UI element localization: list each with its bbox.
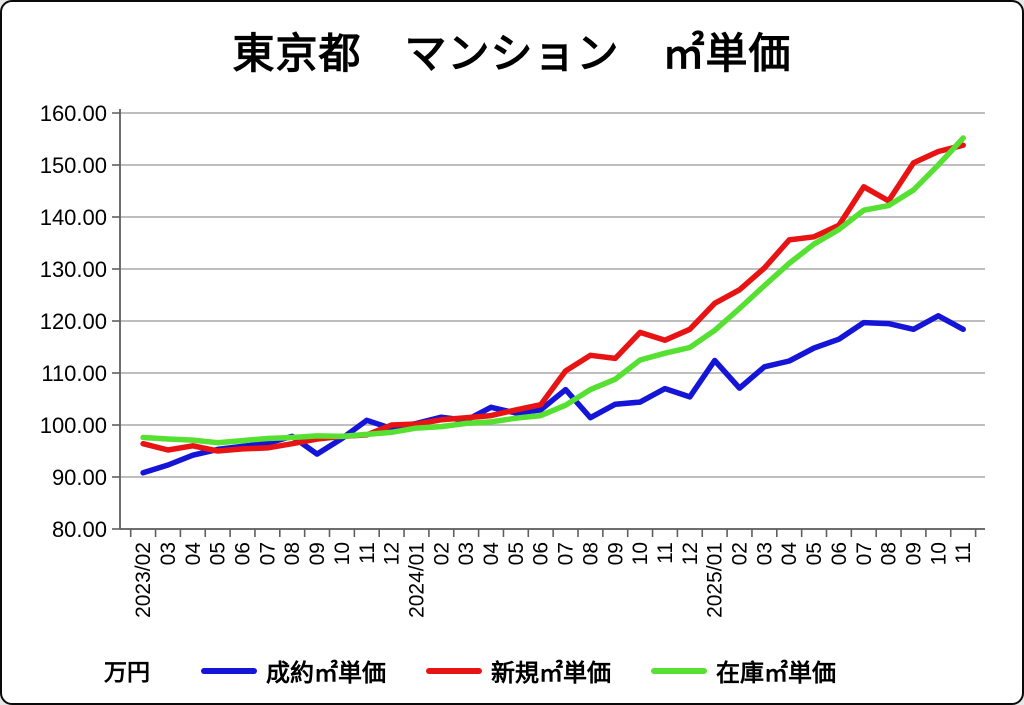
legend-line-swatch-blue bbox=[201, 667, 257, 674]
x-axis-tick-label: 06 bbox=[828, 542, 851, 565]
x-axis-tick-label: 2025/01 bbox=[704, 542, 727, 618]
series-line-stock-green bbox=[140, 135, 966, 446]
x-axis-tick-label: 05 bbox=[207, 542, 230, 565]
y-axis-tick-label: 80.00 bbox=[52, 517, 107, 542]
y-axis-unit-label: 万円 bbox=[104, 659, 150, 685]
y-axis-tick-label: 110.00 bbox=[41, 361, 107, 386]
legend: 万円 成約㎡単価 新規㎡単価 在庫㎡単価 bbox=[2, 647, 1022, 693]
x-axis-tick-label: 04 bbox=[480, 542, 503, 566]
x-axis-tick-label: 04 bbox=[778, 542, 801, 566]
legend-line-swatch-red bbox=[426, 667, 482, 674]
x-axis-tick-label: 07 bbox=[555, 542, 578, 565]
legend-item-contract-price: 成約㎡単価 bbox=[201, 653, 386, 688]
x-axis-tick-label: 03 bbox=[157, 542, 180, 565]
legend-label-contract-price: 成約㎡単価 bbox=[266, 660, 386, 687]
x-axis-tick-label: 08 bbox=[579, 542, 602, 565]
legend-item-new-listing-price: 新規㎡単価 bbox=[426, 653, 611, 688]
legend-label-new-listing-price: 新規㎡単価 bbox=[491, 660, 611, 687]
x-axis-tick-label: 04 bbox=[182, 542, 205, 566]
series-line-new-red bbox=[140, 142, 966, 454]
y-axis-tick-label: 150.00 bbox=[40, 153, 107, 178]
x-axis-tick-label: 03 bbox=[753, 542, 776, 565]
x-axis-tick-label: 11 bbox=[356, 542, 379, 564]
x-axis-tick-label: 10 bbox=[927, 542, 950, 565]
x-axis-tick-label: 10 bbox=[629, 542, 652, 565]
x-axis-tick-label: 08 bbox=[281, 542, 304, 565]
x-axis-tick-label: 02 bbox=[430, 542, 453, 565]
x-axis-tick-label: 2023/02 bbox=[132, 542, 155, 618]
x-axis-tick-label: 05 bbox=[803, 542, 826, 565]
chart-title: 東京都 マンション ㎡単価 bbox=[232, 30, 792, 77]
x-axis-tick-label: 06 bbox=[530, 542, 553, 565]
y-axis-tick-label: 130.00 bbox=[40, 257, 107, 282]
x-axis-tick-label: 11 bbox=[654, 542, 677, 564]
x-axis-tick-label: 09 bbox=[902, 542, 925, 565]
y-axis-tick-label: 100.00 bbox=[40, 413, 107, 438]
x-axis-tick-label: 07 bbox=[256, 542, 279, 565]
y-axis-tick-label: 120.00 bbox=[40, 309, 107, 334]
y-axis-tick-label: 90.00 bbox=[52, 465, 107, 490]
x-axis-tick-label: 06 bbox=[232, 542, 255, 565]
y-axis-tick-label: 140.00 bbox=[40, 205, 107, 230]
x-axis-tick-label: 10 bbox=[331, 542, 354, 565]
x-axis-tick-label: 07 bbox=[853, 542, 876, 565]
x-axis-tick-label: 08 bbox=[878, 542, 901, 565]
price-line-chart: 160.00 150.00 140.00 130.00 120.00 110.00 100.… bbox=[40, 101, 985, 618]
x-axis-tick-label: 09 bbox=[306, 542, 329, 565]
x-axis-tick-label: 11 bbox=[952, 542, 975, 564]
y-axis-tick-label: 160.00 bbox=[40, 101, 107, 126]
x-axis-tick-label: 02 bbox=[729, 542, 752, 565]
legend-line-swatch-green bbox=[651, 667, 707, 674]
x-axis-tick-label: 05 bbox=[505, 542, 528, 565]
legend-item-stock-price: 在庫㎡単価 bbox=[651, 653, 836, 688]
x-axis-tick-label: 09 bbox=[604, 542, 627, 565]
x-axis-tick-label: 12 bbox=[679, 542, 702, 565]
x-axis-tick-label: 12 bbox=[381, 542, 404, 565]
x-axis-tick-label: 03 bbox=[455, 542, 478, 565]
legend-label-stock-price: 在庫㎡単価 bbox=[716, 660, 836, 687]
x-axis-tick-label: 2024/01 bbox=[405, 542, 428, 618]
